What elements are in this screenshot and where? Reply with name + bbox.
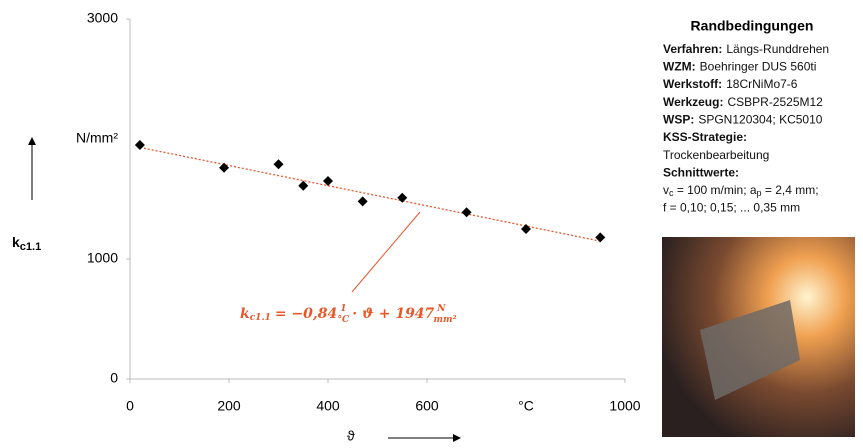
cut-text: = 2,4 mm; [762, 183, 819, 197]
data-point [357, 196, 368, 207]
data-point [273, 159, 284, 170]
condition: WSP: SPGN120304; KC5010 [663, 113, 823, 127]
eq-f1-num: 1 [340, 304, 346, 314]
cut-label: Schnittwerte: [663, 165, 739, 179]
eq-lhs-sub: c1.1 [250, 313, 271, 323]
data-point [323, 176, 333, 186]
condition-text: SPGN120304; KC5010 [698, 113, 822, 127]
condition-label: Werkzeug: [663, 95, 723, 109]
eq-part1: = −0,84 [275, 306, 337, 322]
photo-tool [700, 300, 800, 400]
eq-part2: · ϑ + 1947 [352, 306, 434, 322]
eq-f2-num: N [436, 304, 446, 314]
eq-lhs: k [240, 306, 250, 322]
data-point [219, 162, 230, 173]
y-tick-label: 0 [110, 370, 118, 386]
y-tick-label: 1000 [87, 250, 118, 266]
condition: WZM: Boehringer DUS 560ti [663, 60, 816, 74]
condition-text: CSBPR-2525M12 [727, 95, 823, 109]
y-label-sub: c1.1 [20, 241, 41, 253]
condition-text: Boehringer DUS 560ti [700, 60, 817, 74]
data-point [397, 192, 408, 203]
y-label-main: k [12, 234, 20, 250]
y-tick-label: 3000 [87, 10, 118, 26]
data-point [134, 140, 145, 150]
trendline [139, 146, 601, 242]
kss-text: Trockenbearbeitung [663, 148, 769, 162]
x-tick-label: 200 [217, 398, 241, 414]
condition-label: Werkstoff: [663, 77, 722, 91]
condition-text: Längs-Runddrehen [726, 42, 829, 56]
data-point [521, 224, 531, 234]
cut-line: vc = 100 m/min; ap = 2,4 mm; [663, 183, 819, 198]
cut-text: v [663, 183, 669, 197]
x-axis-label: ϑ [347, 428, 355, 444]
equation-pointer [351, 211, 421, 293]
x-unit-label: °C [518, 398, 534, 414]
cut-sub: p [757, 188, 762, 198]
cut-text: = 100 m/min; a [674, 183, 757, 197]
feed-line: f = 0,10; 0,15; ... 0,35 mm [663, 201, 800, 215]
condition-text: 18CrNiMo7-6 [726, 77, 798, 91]
panel: Verfahren: Längs-Runddrehen WZM: Boehringer… [663, 42, 829, 214]
kss-label: KSS-Strategie: [663, 130, 747, 144]
condition: Verfahren: Längs-Runddrehen [663, 42, 829, 56]
eq-f1-den: °C [338, 315, 351, 325]
eq-f2-den: mm² [434, 315, 457, 325]
cut-sub: c [669, 188, 674, 198]
condition: Werkstoff: 18CrNiMo7-6 [663, 77, 798, 91]
condition: Werkzeug: CSBPR-2525M12 [663, 95, 823, 109]
data-point [461, 207, 472, 218]
condition-label: WZM: [663, 60, 696, 74]
data-point [298, 180, 309, 191]
condition-label: Verfahren: [663, 42, 722, 56]
data-point [595, 232, 606, 243]
x-tick-label: 0 [126, 398, 134, 414]
condition-label: WSP: [663, 113, 694, 127]
y-unit-label: N/mm² [76, 130, 118, 146]
x-tick-label: 600 [415, 398, 439, 414]
panel-title: Randbedingungen [691, 18, 814, 34]
x-tick-label: 400 [316, 398, 340, 414]
x-tick-label: 1000 [609, 398, 640, 414]
y-axis-label: kc1.1 [12, 234, 41, 253]
